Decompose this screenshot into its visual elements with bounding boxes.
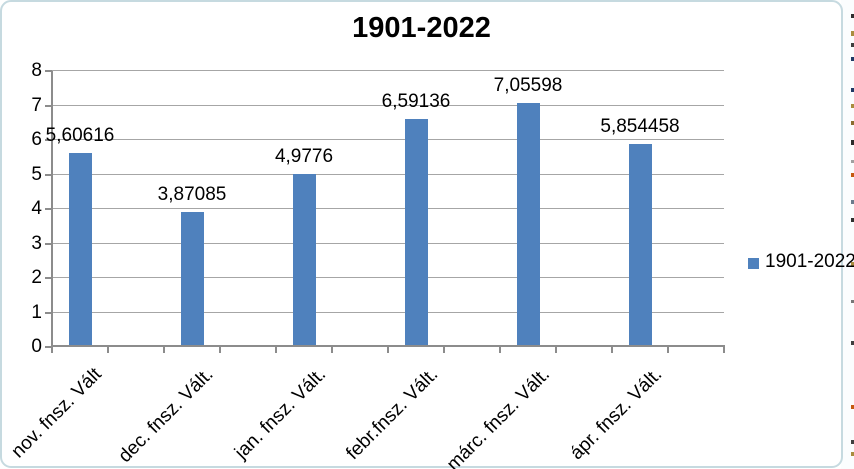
bar-5[interactable] bbox=[516, 102, 540, 346]
gridline bbox=[52, 173, 724, 175]
x-axis-category-label: ápr. fnsz. Vált. bbox=[565, 364, 666, 464]
background-cell-fragment bbox=[851, 200, 854, 204]
x-tick-mark bbox=[611, 347, 613, 353]
legend[interactable]: 1901-2022 bbox=[748, 251, 854, 273]
x-tick-mark bbox=[499, 347, 501, 353]
gridline bbox=[52, 104, 724, 106]
y-tick-mark bbox=[45, 104, 52, 107]
y-axis-tick-label: 7 bbox=[31, 94, 42, 116]
background-cell-fragment bbox=[851, 452, 854, 456]
y-axis-tick-label: 6 bbox=[31, 129, 42, 150]
y-axis-tick-label: 4 bbox=[31, 198, 42, 219]
bar-4[interactable] bbox=[404, 118, 428, 346]
background-cell-fragment bbox=[851, 262, 854, 266]
y-tick-mark bbox=[45, 173, 52, 176]
y-tick-mark bbox=[45, 208, 52, 210]
background-cell-fragment bbox=[851, 31, 854, 36]
y-axis-tick-label: 0 bbox=[31, 336, 42, 357]
background-cell-fragment bbox=[851, 341, 854, 345]
chart-title[interactable]: 1901-2022 bbox=[352, 12, 491, 44]
background-cell-fragment bbox=[851, 300, 854, 303]
background-cell-fragment bbox=[851, 218, 854, 222]
background-cell-fragment bbox=[851, 88, 854, 92]
x-tick-mark bbox=[667, 347, 669, 353]
x-tick-mark bbox=[163, 347, 165, 353]
x-axis-category-label: márc. fnsz. Vált. bbox=[442, 364, 554, 469]
x-axis-category-label: nov. fnsz. Vált bbox=[7, 364, 106, 463]
background-cell-fragment bbox=[851, 140, 854, 145]
x-tick-mark bbox=[219, 347, 221, 353]
legend-swatch-icon bbox=[748, 257, 759, 269]
bar-data-label: 4,9776 bbox=[274, 146, 334, 168]
x-tick-mark bbox=[555, 347, 557, 353]
bar-2[interactable] bbox=[180, 212, 204, 346]
bar-data-label: 3,87085 bbox=[157, 184, 227, 206]
bar-6[interactable] bbox=[628, 144, 652, 346]
background-cell-fragment bbox=[851, 440, 854, 444]
background-cell-fragment bbox=[851, 57, 854, 61]
y-tick-mark bbox=[45, 242, 52, 245]
bar-data-label: 7,05598 bbox=[493, 74, 563, 96]
bar-data-label: 5,854458 bbox=[600, 116, 680, 138]
y-tick-mark bbox=[45, 311, 52, 314]
legend-label: 1901-2022 bbox=[765, 251, 854, 272]
background-cell-fragment bbox=[851, 43, 854, 47]
x-axis-category-label: febr.fnsz. Vált. bbox=[341, 364, 442, 464]
x-tick-mark bbox=[723, 347, 725, 353]
gridline bbox=[52, 208, 724, 209]
x-axis-category-label: jan. fnsz. Vált. bbox=[230, 364, 330, 464]
bar-data-label: 6,59136 bbox=[381, 90, 451, 112]
gridline bbox=[52, 277, 724, 278]
x-axis-line bbox=[51, 345, 725, 347]
y-axis-tick-label: 2 bbox=[31, 267, 42, 288]
x-axis-category-label: dec. fnsz. Vált. bbox=[114, 364, 218, 467]
plot-area: 5,60616 3,87085 4,9776 6,59136 7,05598 5,8544… bbox=[45, 70, 725, 353]
gridline bbox=[52, 311, 724, 313]
bar-data-label: 5,60616 bbox=[45, 124, 115, 146]
y-axis-tick-label: 5 bbox=[31, 163, 42, 185]
gridline bbox=[52, 70, 724, 71]
gridline bbox=[52, 242, 724, 244]
x-tick-mark bbox=[331, 347, 333, 353]
x-tick-mark bbox=[387, 347, 389, 353]
y-tick-mark bbox=[45, 70, 52, 72]
y-tick-mark bbox=[45, 139, 52, 141]
background-cell-fragment bbox=[851, 173, 854, 177]
gridline bbox=[52, 139, 724, 140]
y-axis-line bbox=[51, 71, 53, 352]
background-cell-fragment bbox=[851, 405, 854, 409]
y-tick-mark bbox=[45, 346, 52, 348]
bar-1[interactable] bbox=[68, 152, 92, 346]
bar-3[interactable] bbox=[292, 174, 316, 346]
y-axis-tick-label: 8 bbox=[31, 60, 42, 81]
y-axis-tick-label: 1 bbox=[31, 301, 42, 323]
background-cell-fragment bbox=[851, 104, 854, 108]
background-cell-fragment bbox=[851, 14, 854, 18]
spreadsheet-background-strip bbox=[841, 0, 854, 469]
x-tick-mark bbox=[443, 347, 445, 353]
background-cell-fragment bbox=[851, 121, 854, 125]
y-axis-tick-label: 3 bbox=[31, 232, 42, 254]
y-tick-mark bbox=[45, 277, 52, 279]
x-tick-mark bbox=[275, 347, 277, 353]
x-tick-mark bbox=[107, 347, 109, 353]
background-cell-fragment bbox=[851, 160, 854, 163]
